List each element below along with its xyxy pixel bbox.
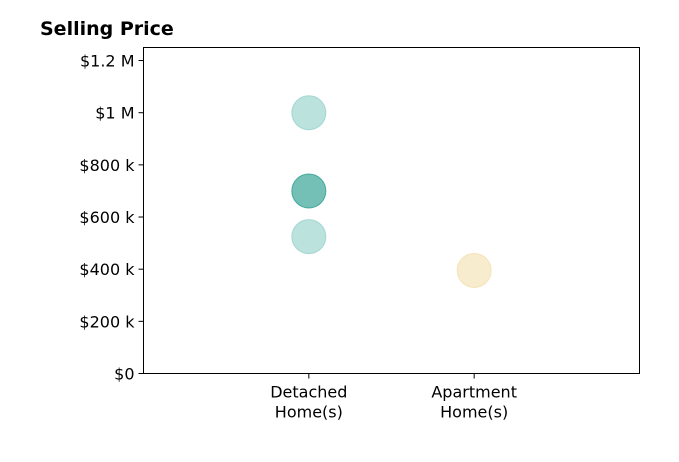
y-tick-label: $1 M	[95, 104, 134, 123]
y-tick-label: $0	[114, 365, 134, 384]
x-tick-label: Detached Home(s)	[270, 383, 347, 422]
y-tick-label: $1.2 M	[80, 52, 135, 71]
plot-frame	[143, 47, 640, 374]
x-tick-label: Apartment Home(s)	[431, 383, 517, 422]
data-point	[291, 219, 327, 255]
y-tick-label: $400 k	[79, 260, 135, 279]
plot-area: $0 $200 k $400 k $600 k $800 k $1 M $1.2 M Deta…	[79, 47, 640, 422]
y-tick-label: $600 k	[79, 208, 135, 227]
data-point	[291, 95, 327, 131]
y-tick-label: $800 k	[79, 156, 135, 175]
chart-title: Selling Price	[40, 18, 174, 40]
y-tick-label: $200 k	[79, 312, 135, 331]
data-point	[456, 252, 492, 288]
data-point	[291, 173, 327, 209]
